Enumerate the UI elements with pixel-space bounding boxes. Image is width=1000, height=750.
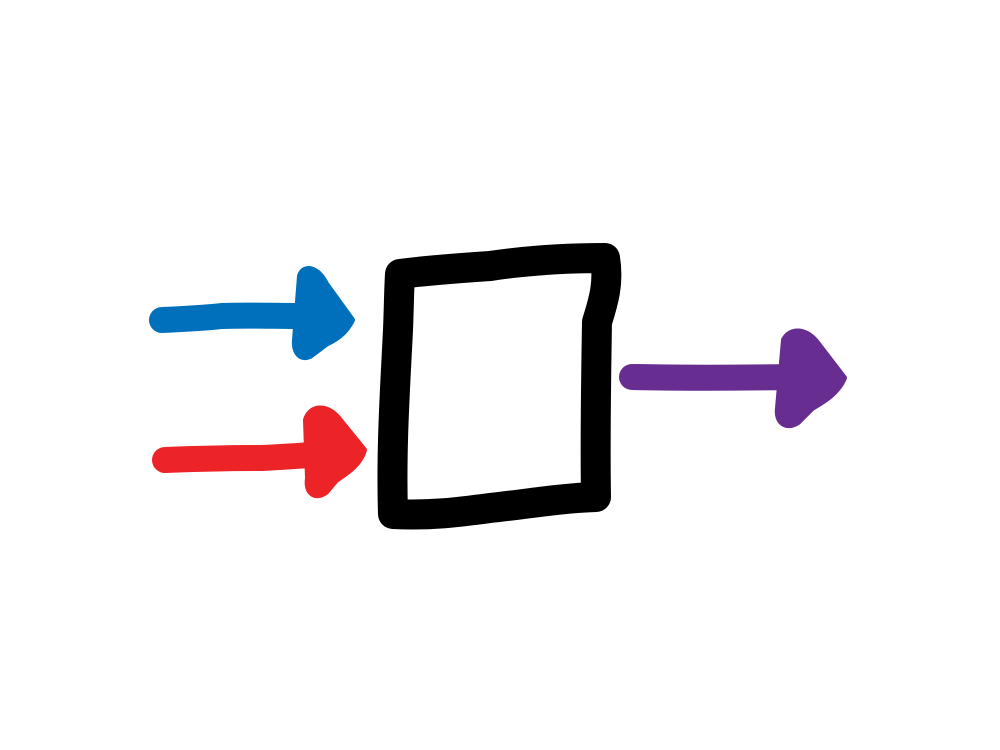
input-arrow-2-head [303, 405, 367, 499]
input-arrow-2-shaft [152, 441, 333, 473]
output-arrow [619, 328, 847, 429]
input-arrow-1 [149, 266, 355, 360]
output-arrow-head [774, 328, 847, 429]
process-box [377, 243, 622, 530]
input-arrow-1-head [291, 266, 355, 360]
output-arrow-shaft [619, 364, 808, 391]
input-arrow-1-shaft [149, 302, 313, 333]
input-arrow-2 [152, 405, 367, 499]
